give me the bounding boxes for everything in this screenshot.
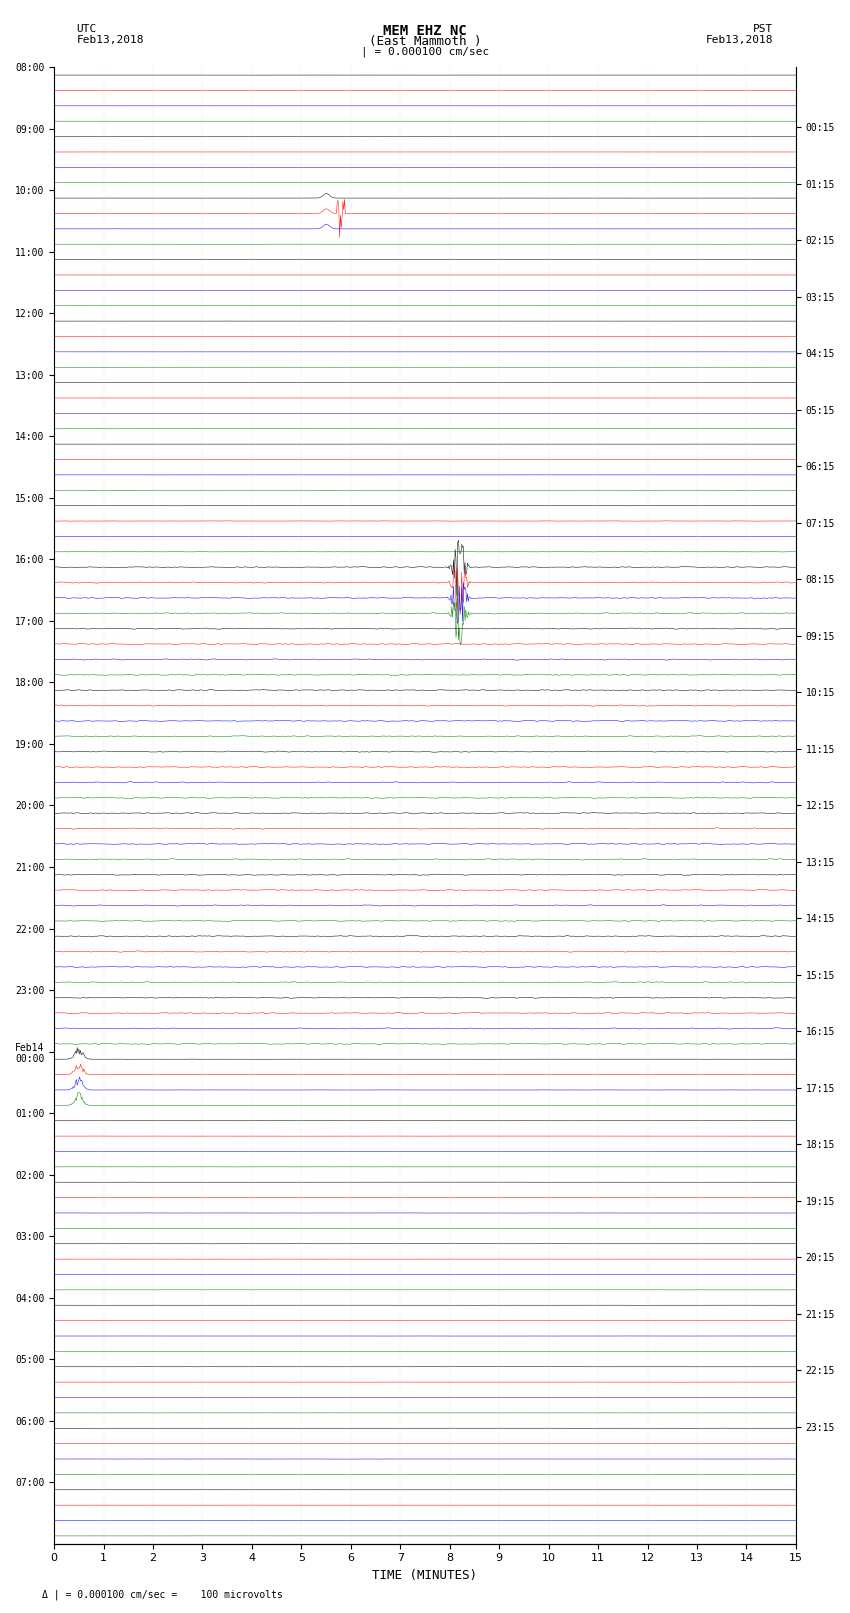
Text: MEM EHZ NC: MEM EHZ NC: [383, 24, 467, 39]
Text: (East Mammoth ): (East Mammoth ): [369, 35, 481, 48]
Text: Δ | = 0.000100 cm/sec =    100 microvolts: Δ | = 0.000100 cm/sec = 100 microvolts: [42, 1589, 283, 1600]
X-axis label: TIME (MINUTES): TIME (MINUTES): [372, 1569, 478, 1582]
Text: UTC: UTC: [76, 24, 97, 34]
Text: Feb13,2018: Feb13,2018: [706, 35, 774, 45]
Text: | = 0.000100 cm/sec: | = 0.000100 cm/sec: [361, 47, 489, 58]
Text: Feb13,2018: Feb13,2018: [76, 35, 144, 45]
Text: PST: PST: [753, 24, 774, 34]
